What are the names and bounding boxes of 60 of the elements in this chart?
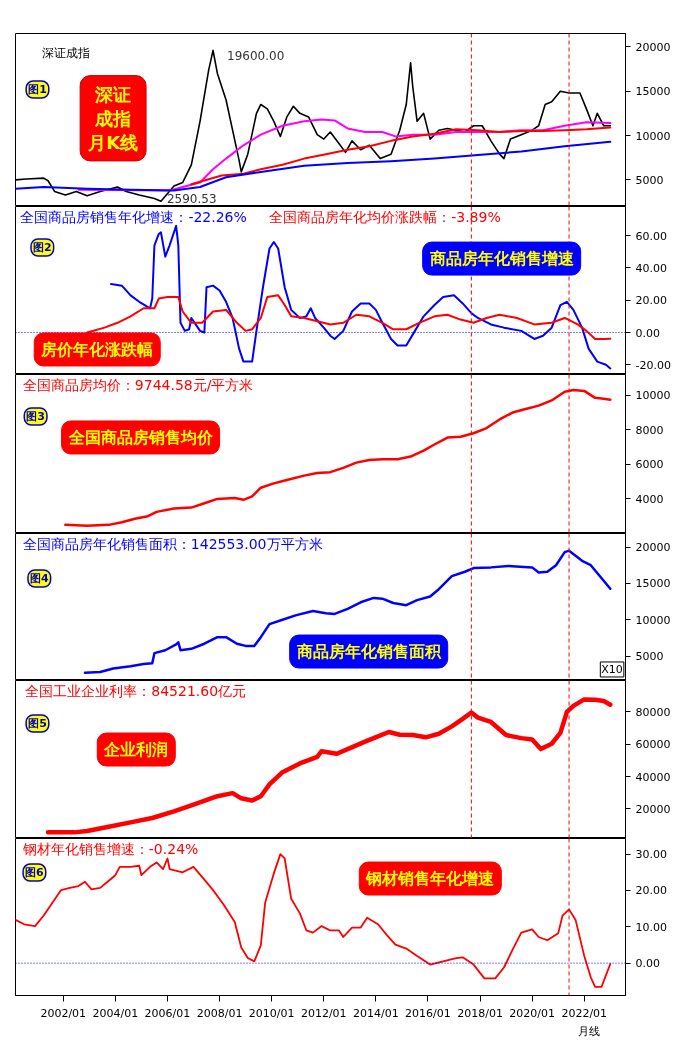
- annotation: 钢材销售年化增速: [365, 869, 496, 889]
- x-tick-label: 2018/01: [457, 1006, 503, 1020]
- text: 全国商品房销售年化增速：-22.26%: [20, 209, 247, 226]
- y-tick-label: 20000: [635, 40, 671, 54]
- y-tick-label: 10000: [635, 129, 671, 143]
- x-tick-label: 2016/01: [405, 1006, 451, 1020]
- annotation: 图3: [26, 409, 45, 423]
- text: 深证成指: [42, 45, 91, 60]
- y-tick-label: 5000: [635, 173, 664, 187]
- y-tick-label: 20000: [635, 541, 671, 555]
- text: 月线: [577, 1024, 600, 1038]
- y-tick-label: 10000: [635, 389, 671, 403]
- y-tick-label: 4000: [635, 492, 664, 506]
- x-tick-label: 2012/01: [300, 1006, 347, 1020]
- annotation: 商品房年化销售面积: [295, 642, 442, 662]
- y-tick-label: 40.00: [635, 261, 667, 275]
- y-tick-label: 20.00: [635, 884, 667, 898]
- y-tick-label: 8000: [635, 423, 664, 437]
- series-label: 钢材年化销售增速：-0.24%: [21, 840, 199, 857]
- annotation: 图5: [28, 716, 47, 730]
- text: 全国工业企业利率：84521.60亿元: [25, 682, 247, 699]
- text: 全国商品房均价：9744.58元/平方米: [22, 376, 254, 393]
- annotation: 房价年化涨跌幅: [40, 339, 154, 359]
- annotation: 图6: [25, 866, 45, 880]
- text: 全国商品房年化销售面积：142553.00万平方米: [22, 535, 323, 552]
- annotation: 图2: [33, 240, 52, 254]
- x-tick-label: 2014/01: [353, 1006, 399, 1020]
- y-tick-label: 15000: [635, 85, 671, 99]
- y-tick-label: 0.00: [635, 326, 660, 340]
- y-tick-label: 20.00: [635, 294, 667, 308]
- x-tick-label: 2008/01: [196, 1006, 243, 1020]
- y-tick-label: 80000: [635, 705, 671, 719]
- y-tick-label: 40000: [635, 770, 671, 784]
- x-tick-label: 2006/01: [144, 1006, 191, 1020]
- annotation: 19600.00: [227, 48, 285, 63]
- y-tick-label: 10000: [635, 613, 671, 627]
- x-tick-label: 2010/01: [248, 1006, 295, 1020]
- y-tick-label: -20.00: [635, 358, 671, 372]
- y-tick-label: 60.00: [635, 229, 667, 243]
- y-tick-label: 10.00: [635, 920, 667, 934]
- y-tick-label: 30.00: [635, 848, 667, 862]
- x-tick-label: 2020/01: [509, 1006, 556, 1020]
- y-tick-label: 6000: [635, 458, 664, 472]
- x-tick-label: 2004/01: [92, 1006, 139, 1020]
- annotation: 2590.53: [166, 191, 217, 206]
- x-tick-label: 2022/01: [561, 1006, 608, 1020]
- annotation: 图1: [28, 83, 47, 97]
- y-tick-label: 60000: [635, 738, 671, 752]
- annotation: X10: [601, 662, 623, 676]
- y-tick-label: 5000: [635, 650, 664, 664]
- annotation: 图4: [29, 571, 49, 585]
- annotation: 企业利润: [103, 740, 169, 760]
- annotation: 商品房年化销售增速: [428, 249, 575, 269]
- y-tick-label: 15000: [635, 577, 671, 591]
- x-tick-label: 2002/01: [40, 1006, 87, 1020]
- annotation: 全国商品房销售均价: [67, 427, 214, 447]
- annotation: 深证成指月K线: [87, 83, 139, 153]
- y-tick-label: 20000: [635, 802, 671, 816]
- y-tick-label: 0.00: [635, 957, 660, 971]
- text: 全国商品房年化均价涨跌幅：-3.89%: [269, 209, 501, 226]
